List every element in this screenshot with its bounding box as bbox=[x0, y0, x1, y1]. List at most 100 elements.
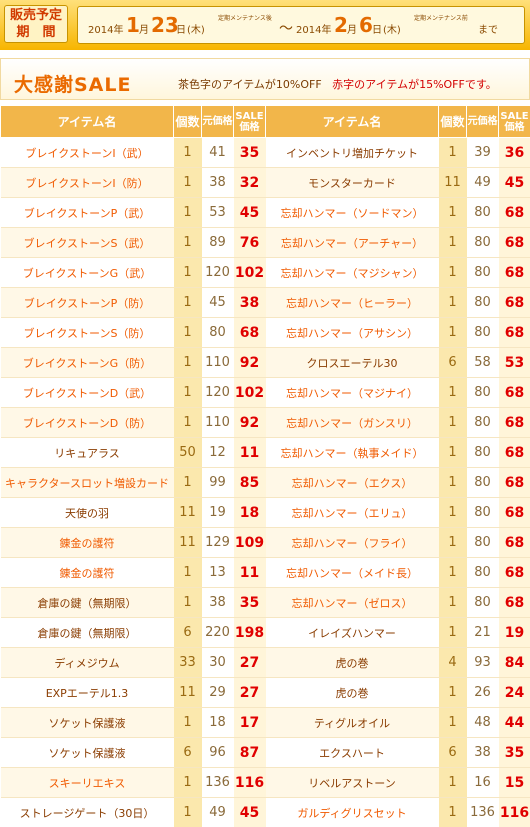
right-item-name: 忘却ハンマー（アーチャー） bbox=[265, 227, 439, 258]
table-row: ブレイクストーンI（武） 1 41 35 インベントリ増加チケット 1 39 36 bbox=[0, 137, 530, 168]
left-item-original-price: 30 bbox=[201, 647, 234, 678]
right-item-original-price: 80 bbox=[466, 257, 499, 288]
left-item-quantity: 1 bbox=[173, 227, 202, 258]
left-item-original-price: 45 bbox=[201, 287, 234, 318]
left-item-original-price: 49 bbox=[201, 797, 234, 827]
left-item-name: スキーリエキス bbox=[0, 767, 174, 798]
start-day-unit: 日 bbox=[176, 25, 186, 36]
left-item-original-price: 38 bbox=[201, 587, 234, 618]
right-item-original-price: 38 bbox=[466, 737, 499, 768]
left-item-sale-price: 11 bbox=[233, 437, 266, 468]
left-item-name: キャラクタースロット増設カード bbox=[0, 467, 174, 498]
table-row: ブレイクストーンG（武） 1 120 102 忘却ハンマー（マジシャン） 1 80 68 bbox=[0, 257, 530, 288]
left-item-name: ソケット保護液 bbox=[0, 737, 174, 768]
right-item-original-price: 80 bbox=[466, 287, 499, 318]
right-item-name: 忘却ハンマー（執事メイド） bbox=[265, 437, 439, 468]
left-item-quantity: 1 bbox=[173, 407, 202, 438]
right-item-quantity: 1 bbox=[438, 467, 467, 498]
left-item-quantity: 1 bbox=[173, 347, 202, 378]
table-row: ディメジウム 33 30 27 虎の巻 4 93 84 bbox=[0, 647, 530, 678]
left-item-name: ブレイクストーンS（武） bbox=[0, 227, 174, 258]
left-item-original-price: 96 bbox=[201, 737, 234, 768]
sale-period-banner: 販売予定 期 間 2014年 1 月 23 日 (木) 定期メンテナンス後 ～ … bbox=[0, 0, 530, 50]
right-item-quantity: 6 bbox=[438, 347, 467, 378]
right-item-sale-price: 24 bbox=[498, 677, 530, 708]
right-item-name: 忘却ハンマー（ガンスリ） bbox=[265, 407, 439, 438]
right-item-name: 虎の巻 bbox=[265, 647, 439, 678]
right-item-sale-price: 36 bbox=[498, 137, 530, 168]
table-row: スキーリエキス 1 136 116 リベルアストーン 1 16 15 bbox=[0, 767, 530, 798]
table-row: 倉庫の鍵（無期限） 1 38 35 忘却ハンマー（ゼロス） 1 80 68 bbox=[0, 587, 530, 618]
right-item-name: 忘却ハンマー（エリュ） bbox=[265, 497, 439, 528]
left-item-quantity: 6 bbox=[173, 737, 202, 768]
right-item-sale-price: 68 bbox=[498, 227, 530, 258]
right-item-original-price: 93 bbox=[466, 647, 499, 678]
sale-period-dates: 2014年 1 月 23 日 (木) 定期メンテナンス後 ～ 2014年 2 月… bbox=[77, 6, 525, 44]
right-item-name: モンスターカード bbox=[265, 167, 439, 198]
left-item-sale-price: 198 bbox=[233, 617, 266, 648]
right-item-sale-price: 68 bbox=[498, 557, 530, 588]
end-year: 2014年 bbox=[296, 25, 332, 36]
right-item-quantity: 6 bbox=[438, 737, 467, 768]
right-item-quantity: 1 bbox=[438, 707, 467, 738]
table-row: EXPエーテル1.3 11 29 27 虎の巻 1 26 24 bbox=[0, 677, 530, 708]
right-item-original-price: 80 bbox=[466, 197, 499, 228]
left-item-name: ソケット保護液 bbox=[0, 707, 174, 738]
left-item-original-price: 41 bbox=[201, 137, 234, 168]
right-item-name: 忘却ハンマー（フライ） bbox=[265, 527, 439, 558]
right-item-name: 忘却ハンマー（ヒーラー） bbox=[265, 287, 439, 318]
end-month: 2 bbox=[334, 13, 348, 37]
right-item-quantity: 1 bbox=[438, 197, 467, 228]
right-item-name: 忘却ハンマー（アサシン） bbox=[265, 317, 439, 348]
left-item-sale-price: 35 bbox=[233, 137, 266, 168]
left-item-sale-price: 35 bbox=[233, 587, 266, 618]
end-day: 6 bbox=[359, 13, 373, 37]
right-item-sale-price: 68 bbox=[498, 497, 530, 528]
right-item-sale-price: 68 bbox=[498, 437, 530, 468]
left-item-sale-price: 87 bbox=[233, 737, 266, 768]
table-row: 倉庫の鍵（無期限） 6 220 198 イレイズハンマー 1 21 19 bbox=[0, 617, 530, 648]
right-item-sale-price: 116 bbox=[498, 797, 530, 827]
right-item-sale-price: 68 bbox=[498, 377, 530, 408]
right-item-original-price: 39 bbox=[466, 137, 499, 168]
right-item-sale-price: 68 bbox=[498, 287, 530, 318]
right-item-quantity: 1 bbox=[438, 617, 467, 648]
left-item-original-price: 89 bbox=[201, 227, 234, 258]
table-header-row: アイテム名 個数 元価格 SALE価格 アイテム名 個数 元価格 SALE価格 bbox=[0, 105, 530, 138]
right-item-sale-price: 45 bbox=[498, 167, 530, 198]
sale-period-label-line1: 販売予定 bbox=[9, 8, 62, 23]
left-item-original-price: 38 bbox=[201, 167, 234, 198]
start-day: 23 bbox=[151, 13, 179, 37]
left-item-original-price: 120 bbox=[201, 257, 234, 288]
right-item-original-price: 80 bbox=[466, 497, 499, 528]
left-item-name: ディメジウム bbox=[0, 647, 174, 678]
left-item-name: ストレージゲート（30日） bbox=[0, 797, 174, 827]
left-item-sale-price: 109 bbox=[233, 527, 266, 558]
left-item-original-price: 29 bbox=[201, 677, 234, 708]
right-item-quantity: 1 bbox=[438, 287, 467, 318]
left-item-original-price: 53 bbox=[201, 197, 234, 228]
table-row: ブレイクストーンI（防） 1 38 32 モンスターカード 11 49 45 bbox=[0, 167, 530, 198]
right-item-quantity: 4 bbox=[438, 647, 467, 678]
right-item-sale-price: 84 bbox=[498, 647, 530, 678]
left-item-name: 倉庫の鍵（無期限） bbox=[0, 587, 174, 618]
right-item-sale-price: 68 bbox=[498, 467, 530, 498]
sale-title: 大感謝SALE bbox=[14, 74, 132, 96]
left-item-name: 倉庫の鍵（無期限） bbox=[0, 617, 174, 648]
right-item-original-price: 80 bbox=[466, 227, 499, 258]
table-row: ブレイクストーンG（防） 1 110 92 クロスエーテル30 6 58 53 bbox=[0, 347, 530, 378]
left-item-name: ブレイクストーンS（防） bbox=[0, 317, 174, 348]
start-weekday: (木) bbox=[187, 25, 205, 36]
start-month-unit: 月 bbox=[139, 25, 149, 36]
right-qty-header: 個数 bbox=[438, 105, 467, 138]
left-item-quantity: 1 bbox=[173, 287, 202, 318]
table-row: ブレイクストーンS（防） 1 80 68 忘却ハンマー（アサシン） 1 80 68 bbox=[0, 317, 530, 348]
left-item-original-price: 110 bbox=[201, 347, 234, 378]
right-item-quantity: 1 bbox=[438, 677, 467, 708]
discount-note-red: 赤字のアイテムが15%OFFです。 bbox=[332, 78, 497, 91]
left-item-quantity: 1 bbox=[173, 797, 202, 827]
right-item-sale-price: 68 bbox=[498, 527, 530, 558]
left-item-quantity: 11 bbox=[173, 677, 202, 708]
right-item-name: イレイズハンマー bbox=[265, 617, 439, 648]
end-maintenance-note: 定期メンテナンス前 bbox=[414, 15, 468, 22]
